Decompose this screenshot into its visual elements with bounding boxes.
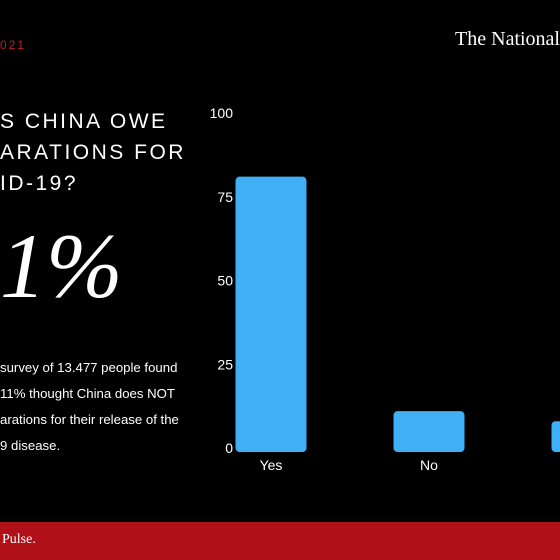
footer-text: Pulse. (2, 532, 36, 547)
headline-line: ARATIONS FOR (0, 141, 186, 164)
y-tick-label: 75 (217, 189, 233, 205)
bar-no (393, 411, 465, 452)
y-tick-label: 0 (225, 440, 233, 456)
bar-third (551, 421, 560, 452)
date-text: 021 (0, 38, 27, 52)
headline-line: S CHINA OWE (0, 110, 168, 133)
big-percentage: 1% (0, 215, 123, 317)
description-line: 11% thought China does NOT (0, 386, 175, 401)
bar-yes (235, 176, 307, 452)
y-tick-label: 50 (217, 273, 233, 289)
x-tick-label: No (420, 457, 438, 473)
bar-chart: 0 25 50 75 100 Yes No (210, 105, 560, 473)
y-tick-label: 100 (210, 105, 234, 121)
headline: S CHINA OWE ARATIONS FOR ID-19? (0, 106, 195, 199)
headline-line: ID-19? (0, 172, 79, 195)
x-tick-label: Yes (260, 457, 283, 473)
description-text: survey of 13.477 people found 11% though… (0, 355, 198, 459)
description-line: 9 disease. (0, 438, 61, 453)
footer-bar: Pulse. (0, 522, 560, 560)
description-line: arations for their release of the (0, 412, 179, 427)
description-line: survey of 13.477 people found (0, 360, 178, 375)
brand-logo: The National (455, 28, 560, 50)
y-tick-label: 25 (217, 356, 233, 372)
